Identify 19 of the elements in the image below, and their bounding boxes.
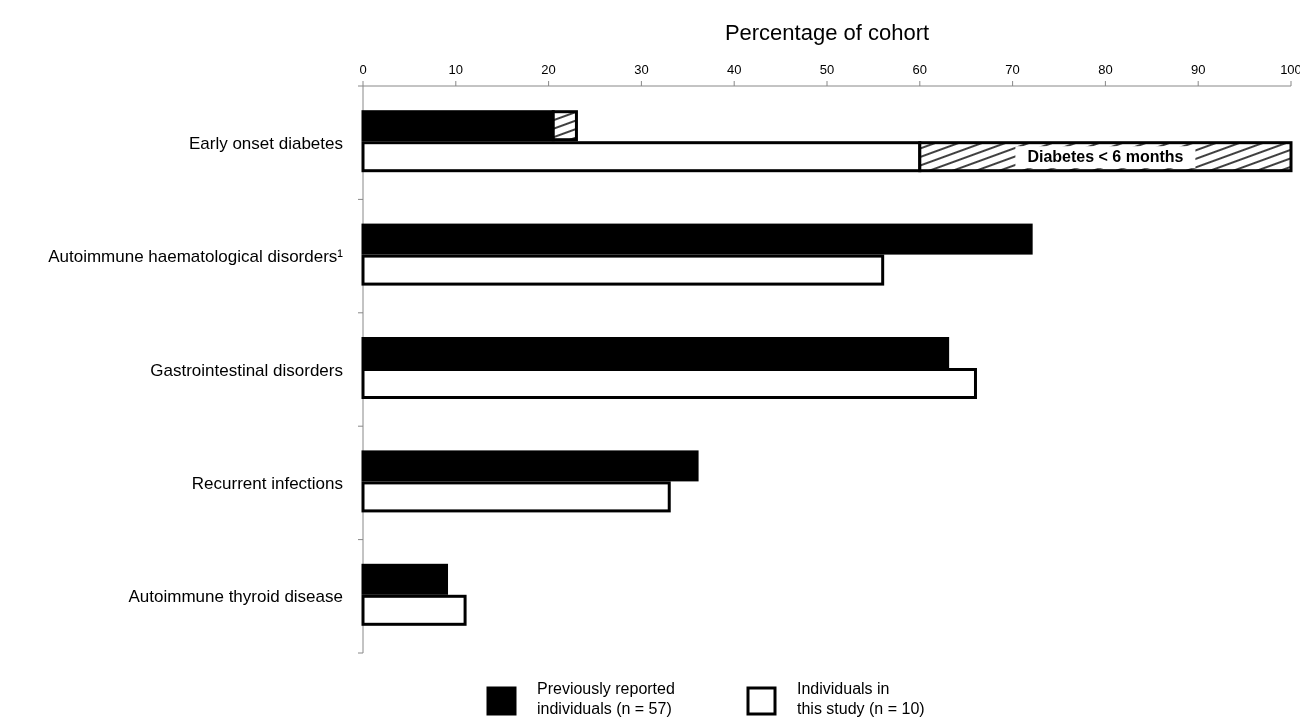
x-tick-label: 70 — [1005, 62, 1020, 77]
x-tick-label: 40 — [726, 62, 742, 77]
y-tick-label: Early onset diabetes — [188, 133, 343, 153]
annotation: Diabetes < 6 months — [1027, 148, 1184, 166]
x-tick-label: 0 — [359, 62, 367, 77]
x-tick-label: 50 — [819, 62, 835, 77]
y-tick-label: Autoimmune thyroid disease — [128, 587, 343, 607]
x-tick-label: 20 — [541, 62, 556, 77]
x-tick-label: 30 — [634, 62, 649, 77]
x-tick-label: 60 — [912, 62, 928, 77]
x-tick-label: 90 — [1190, 62, 1206, 77]
y-tick-label: Gastrointestinal disorders — [150, 360, 343, 380]
y-tick-label: Recurrent infections — [191, 473, 343, 493]
x-axis-title: Percentage of cohort — [724, 20, 930, 45]
x-tick-label: 80 — [1098, 62, 1113, 77]
x-tick-label: 10 — [448, 62, 464, 77]
legend-label: Previously reported individuals (n = 57) — [537, 680, 675, 717]
y-tick-label: Autoimmune haematological disorders¹ — [48, 247, 344, 267]
legend-label: Individuals in this study (n = 10) — [797, 680, 925, 717]
